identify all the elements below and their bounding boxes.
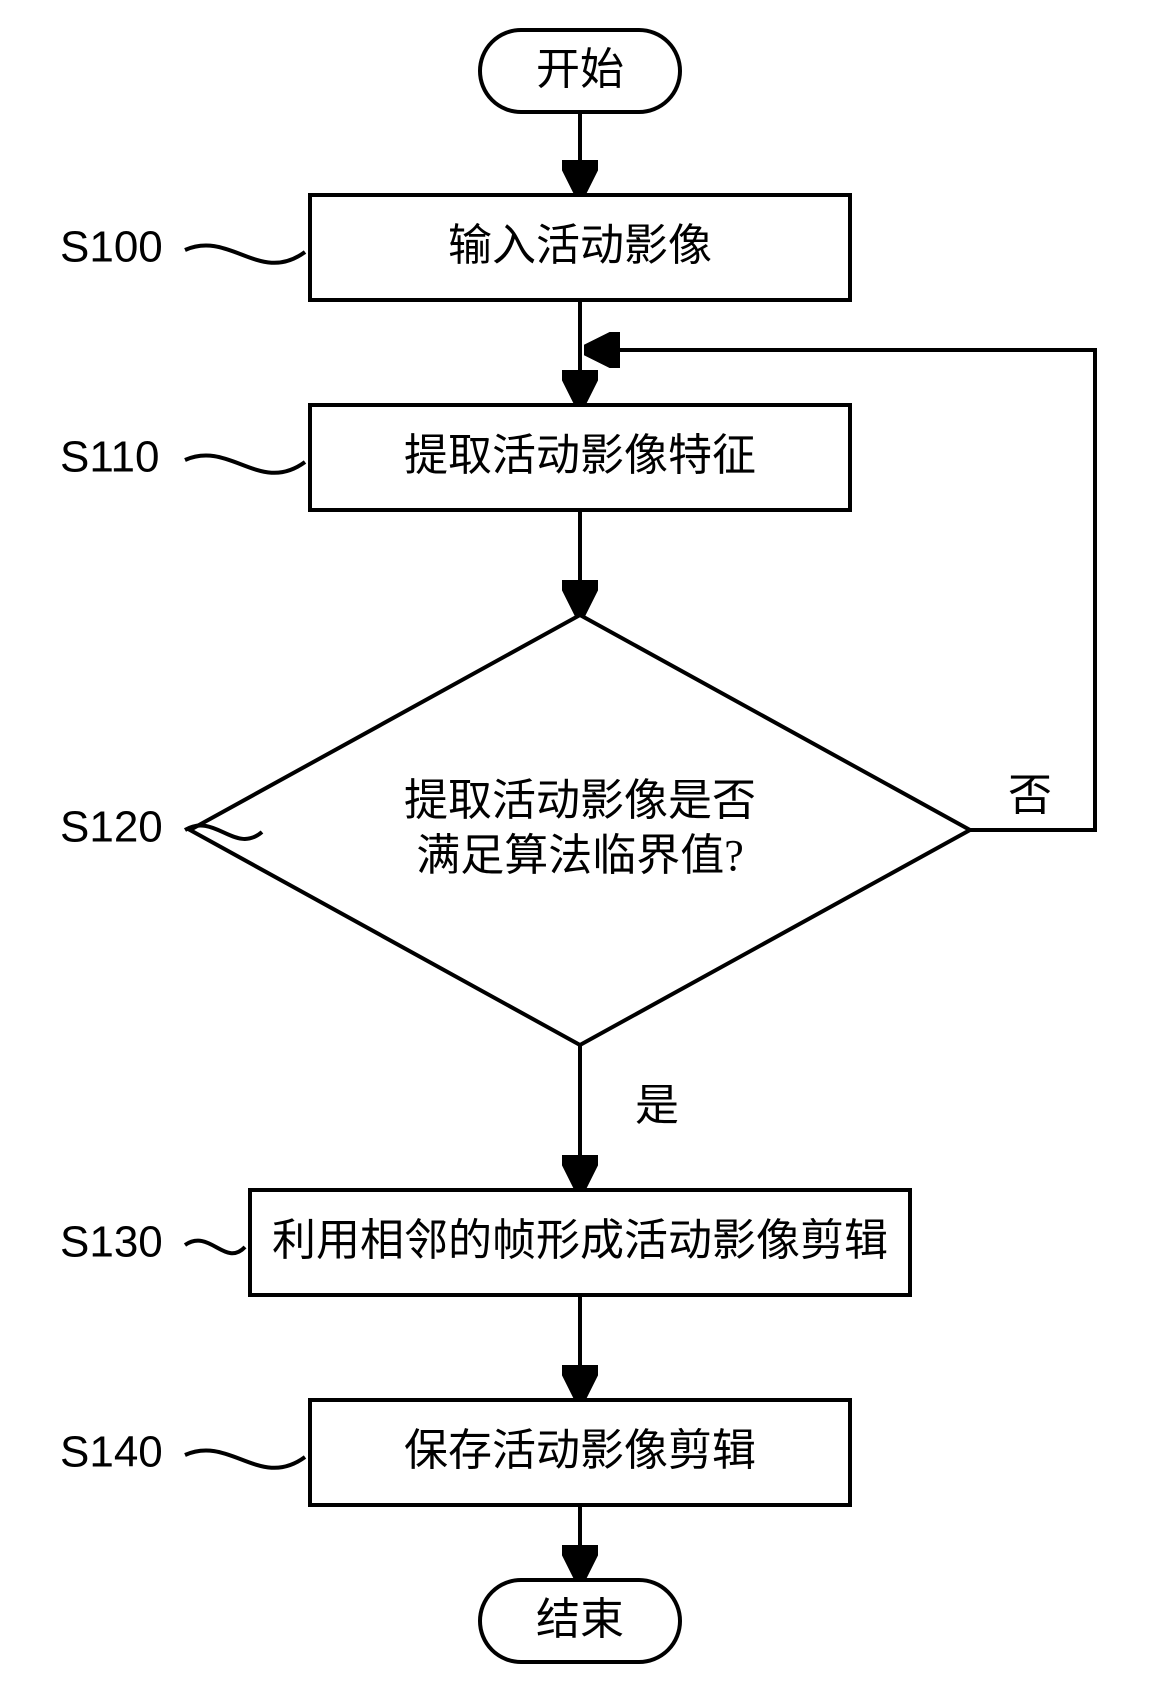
process-s130-text: 利用相邻的帧形成活动影像剪辑 bbox=[272, 1216, 888, 1265]
process-s140: 保存活动影像剪辑 bbox=[310, 1400, 850, 1505]
flowchart: 开始 输入活动影像 S100 提取活动影像特征 S110 提取活动影像是否 满足… bbox=[0, 0, 1154, 1682]
process-s130: 利用相邻的帧形成活动影像剪辑 bbox=[250, 1190, 910, 1295]
process-s100: 输入活动影像 bbox=[310, 195, 850, 300]
step-label-s120: S120 bbox=[60, 803, 163, 852]
process-s110: 提取活动影像特征 bbox=[310, 405, 850, 510]
decision-s120-line2: 满足算法临界值? bbox=[416, 831, 744, 880]
terminator-end: 结束 bbox=[480, 1580, 680, 1662]
terminator-end-label: 结束 bbox=[536, 1595, 624, 1644]
decision-s120: 提取活动影像是否 满足算法临界值? bbox=[190, 615, 970, 1045]
branch-no-label: 否 bbox=[1008, 771, 1052, 820]
leader-s130 bbox=[185, 1241, 245, 1254]
process-s110-text: 提取活动影像特征 bbox=[404, 431, 756, 480]
decision-s120-line1: 提取活动影像是否 bbox=[404, 776, 756, 825]
terminator-start: 开始 bbox=[480, 30, 680, 112]
process-s100-text: 输入活动影像 bbox=[448, 221, 712, 270]
process-s140-text: 保存活动影像剪辑 bbox=[404, 1426, 756, 1475]
step-label-s130: S130 bbox=[60, 1218, 163, 1267]
leader-s110 bbox=[185, 455, 305, 472]
step-label-s110: S110 bbox=[60, 433, 160, 482]
leader-s100 bbox=[185, 245, 305, 262]
step-label-s140: S140 bbox=[60, 1428, 163, 1477]
terminator-start-label: 开始 bbox=[536, 45, 624, 94]
leader-s140 bbox=[185, 1450, 305, 1467]
branch-yes-label: 是 bbox=[635, 1081, 679, 1130]
step-label-s100: S100 bbox=[60, 223, 163, 272]
